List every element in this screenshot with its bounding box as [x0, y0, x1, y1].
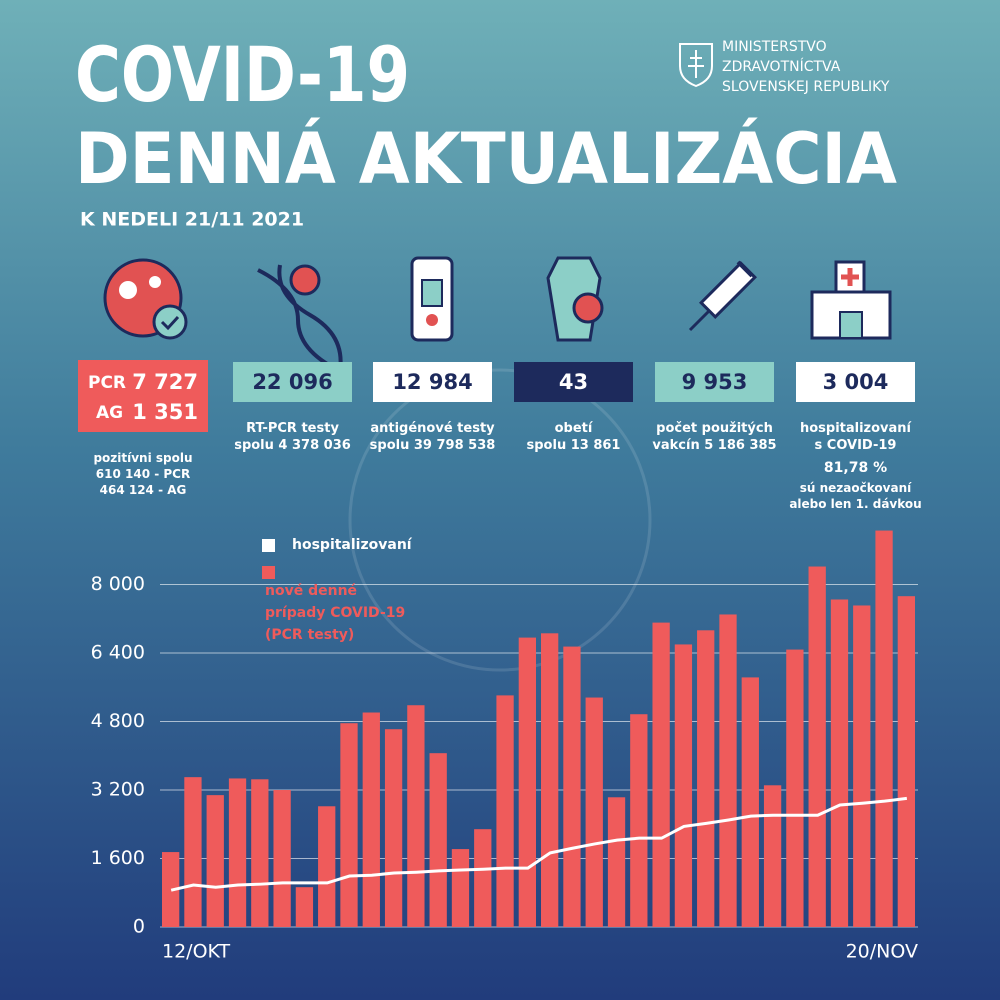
logo — [679, 43, 713, 88]
bar — [384, 729, 403, 927]
ministry-line: SLOVENSKEJ REPUBLIKY — [722, 79, 890, 95]
bar — [496, 695, 514, 927]
test-icon — [410, 256, 454, 342]
stat-caption: počet použitých vakcín 5 186 385 — [652, 421, 777, 453]
stat-caption: antigénové testy spolu 39 798 538 — [369, 421, 496, 453]
stat-caption: RT-PCR testy spolu 4 378 036 — [234, 421, 351, 453]
bar — [429, 753, 447, 927]
stat-value: 43 — [514, 362, 633, 402]
coffin-icon — [546, 256, 604, 342]
legend-label: nové denné prípady COVID-19 (PCR testy) — [265, 583, 406, 643]
legend-label: hospitalizovaní — [292, 537, 412, 553]
bar — [451, 849, 470, 927]
ag-label: AG — [96, 403, 123, 423]
bar — [362, 712, 380, 927]
bar — [585, 697, 603, 927]
stat-caption: obetí spolu 13 861 — [526, 421, 621, 453]
y-tick-label: 6 400 — [91, 642, 145, 664]
x-tick-label: 20/NOV — [846, 941, 918, 963]
x-tick-label: 12/OKT — [162, 941, 231, 963]
date: K NEDELI 21/11 2021 — [80, 209, 304, 231]
bar — [607, 797, 626, 927]
y-tick-label: 3 200 — [91, 779, 145, 801]
bar — [295, 887, 314, 927]
bar — [652, 622, 670, 927]
y-tick-label: 1 600 — [91, 847, 145, 869]
syringe-icon — [688, 260, 757, 332]
stat-note: 81,78 % — [823, 460, 888, 476]
ag-value: 1 351 — [132, 400, 198, 424]
bar — [763, 785, 782, 927]
stat-note-caption: sú nezaočkovaní alebo len 1. dávkou — [789, 481, 922, 511]
legend-swatch — [262, 539, 275, 552]
stat-value: 3 004 — [796, 362, 915, 402]
bar — [251, 779, 269, 927]
bar — [741, 677, 759, 927]
bar — [273, 790, 291, 927]
bar — [518, 637, 536, 927]
watermark — [348, 368, 652, 672]
positive-box — [78, 360, 208, 432]
stat-caption: hospitalizovaní s COVID-19 — [799, 421, 912, 453]
bar — [407, 705, 425, 927]
bar — [206, 795, 224, 927]
title: COVID-19 — [75, 30, 410, 119]
bar — [808, 566, 826, 927]
y-tick-label: 0 — [133, 916, 145, 938]
subtitle: DENNÁ AKTUALIZÁCIA — [75, 118, 897, 200]
ministry-line: MINISTERSTVO — [722, 39, 827, 55]
bar — [563, 646, 581, 927]
stat-value: 12 984 — [373, 362, 492, 402]
bar — [541, 633, 559, 927]
bar — [897, 596, 915, 927]
bar — [228, 778, 247, 927]
positive-caption: pozitívni spolu 610 140 - PCR 464 124 - … — [93, 451, 193, 497]
bar — [630, 714, 648, 927]
line — [170, 796, 908, 892]
stat-value: 22 096 — [233, 362, 352, 402]
dna-icon — [257, 264, 343, 372]
bar — [340, 723, 358, 927]
bar — [786, 649, 804, 927]
y-tick-label: 4 800 — [91, 710, 145, 732]
bar — [184, 777, 202, 927]
hospital-icon — [810, 260, 892, 340]
bar — [719, 614, 737, 927]
ministry-line: ZDRAVOTNÍCTVA — [722, 58, 841, 75]
bar — [697, 630, 715, 927]
pcr-label: PCR — [88, 373, 126, 393]
bar — [853, 605, 871, 927]
y-tick-label: 8 000 — [91, 573, 145, 595]
bar — [830, 599, 849, 927]
bar — [474, 829, 492, 927]
virus-icon — [103, 258, 188, 340]
legend-swatch — [262, 566, 275, 579]
pcr-value: 7 727 — [132, 370, 198, 394]
bar — [875, 530, 893, 927]
bar — [674, 644, 693, 927]
bar — [162, 852, 180, 927]
bar — [318, 806, 336, 927]
stat-value: 9 953 — [655, 362, 774, 402]
